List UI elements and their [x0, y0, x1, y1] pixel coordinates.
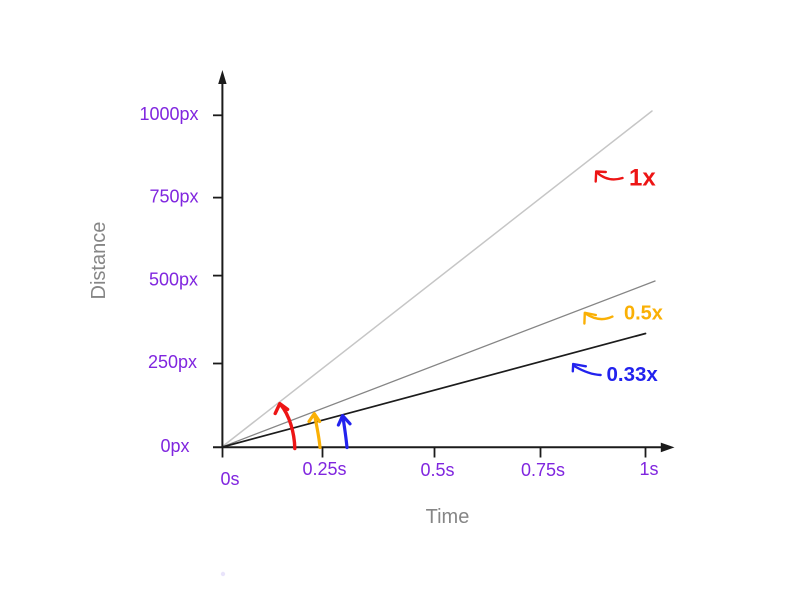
svg-text:0s: 0s: [220, 469, 239, 489]
svg-text:0.25s: 0.25s: [302, 459, 346, 479]
svg-text:0.5x: 0.5x: [624, 303, 663, 325]
svg-text:0px: 0px: [160, 436, 189, 456]
svg-text:1s: 1s: [639, 459, 658, 479]
svg-text:1x: 1x: [629, 165, 656, 192]
svg-text:1000px: 1000px: [139, 104, 198, 124]
svg-text:0.5s: 0.5s: [420, 460, 454, 480]
svg-text:750px: 750px: [149, 187, 198, 207]
svg-text:250px: 250px: [148, 352, 197, 372]
svg-text:0.75s: 0.75s: [521, 460, 565, 480]
svg-text:Distance: Distance: [88, 222, 110, 300]
svg-text:0.33x: 0.33x: [607, 363, 659, 386]
svg-text:Time: Time: [426, 506, 470, 528]
svg-text:500px: 500px: [149, 270, 198, 290]
